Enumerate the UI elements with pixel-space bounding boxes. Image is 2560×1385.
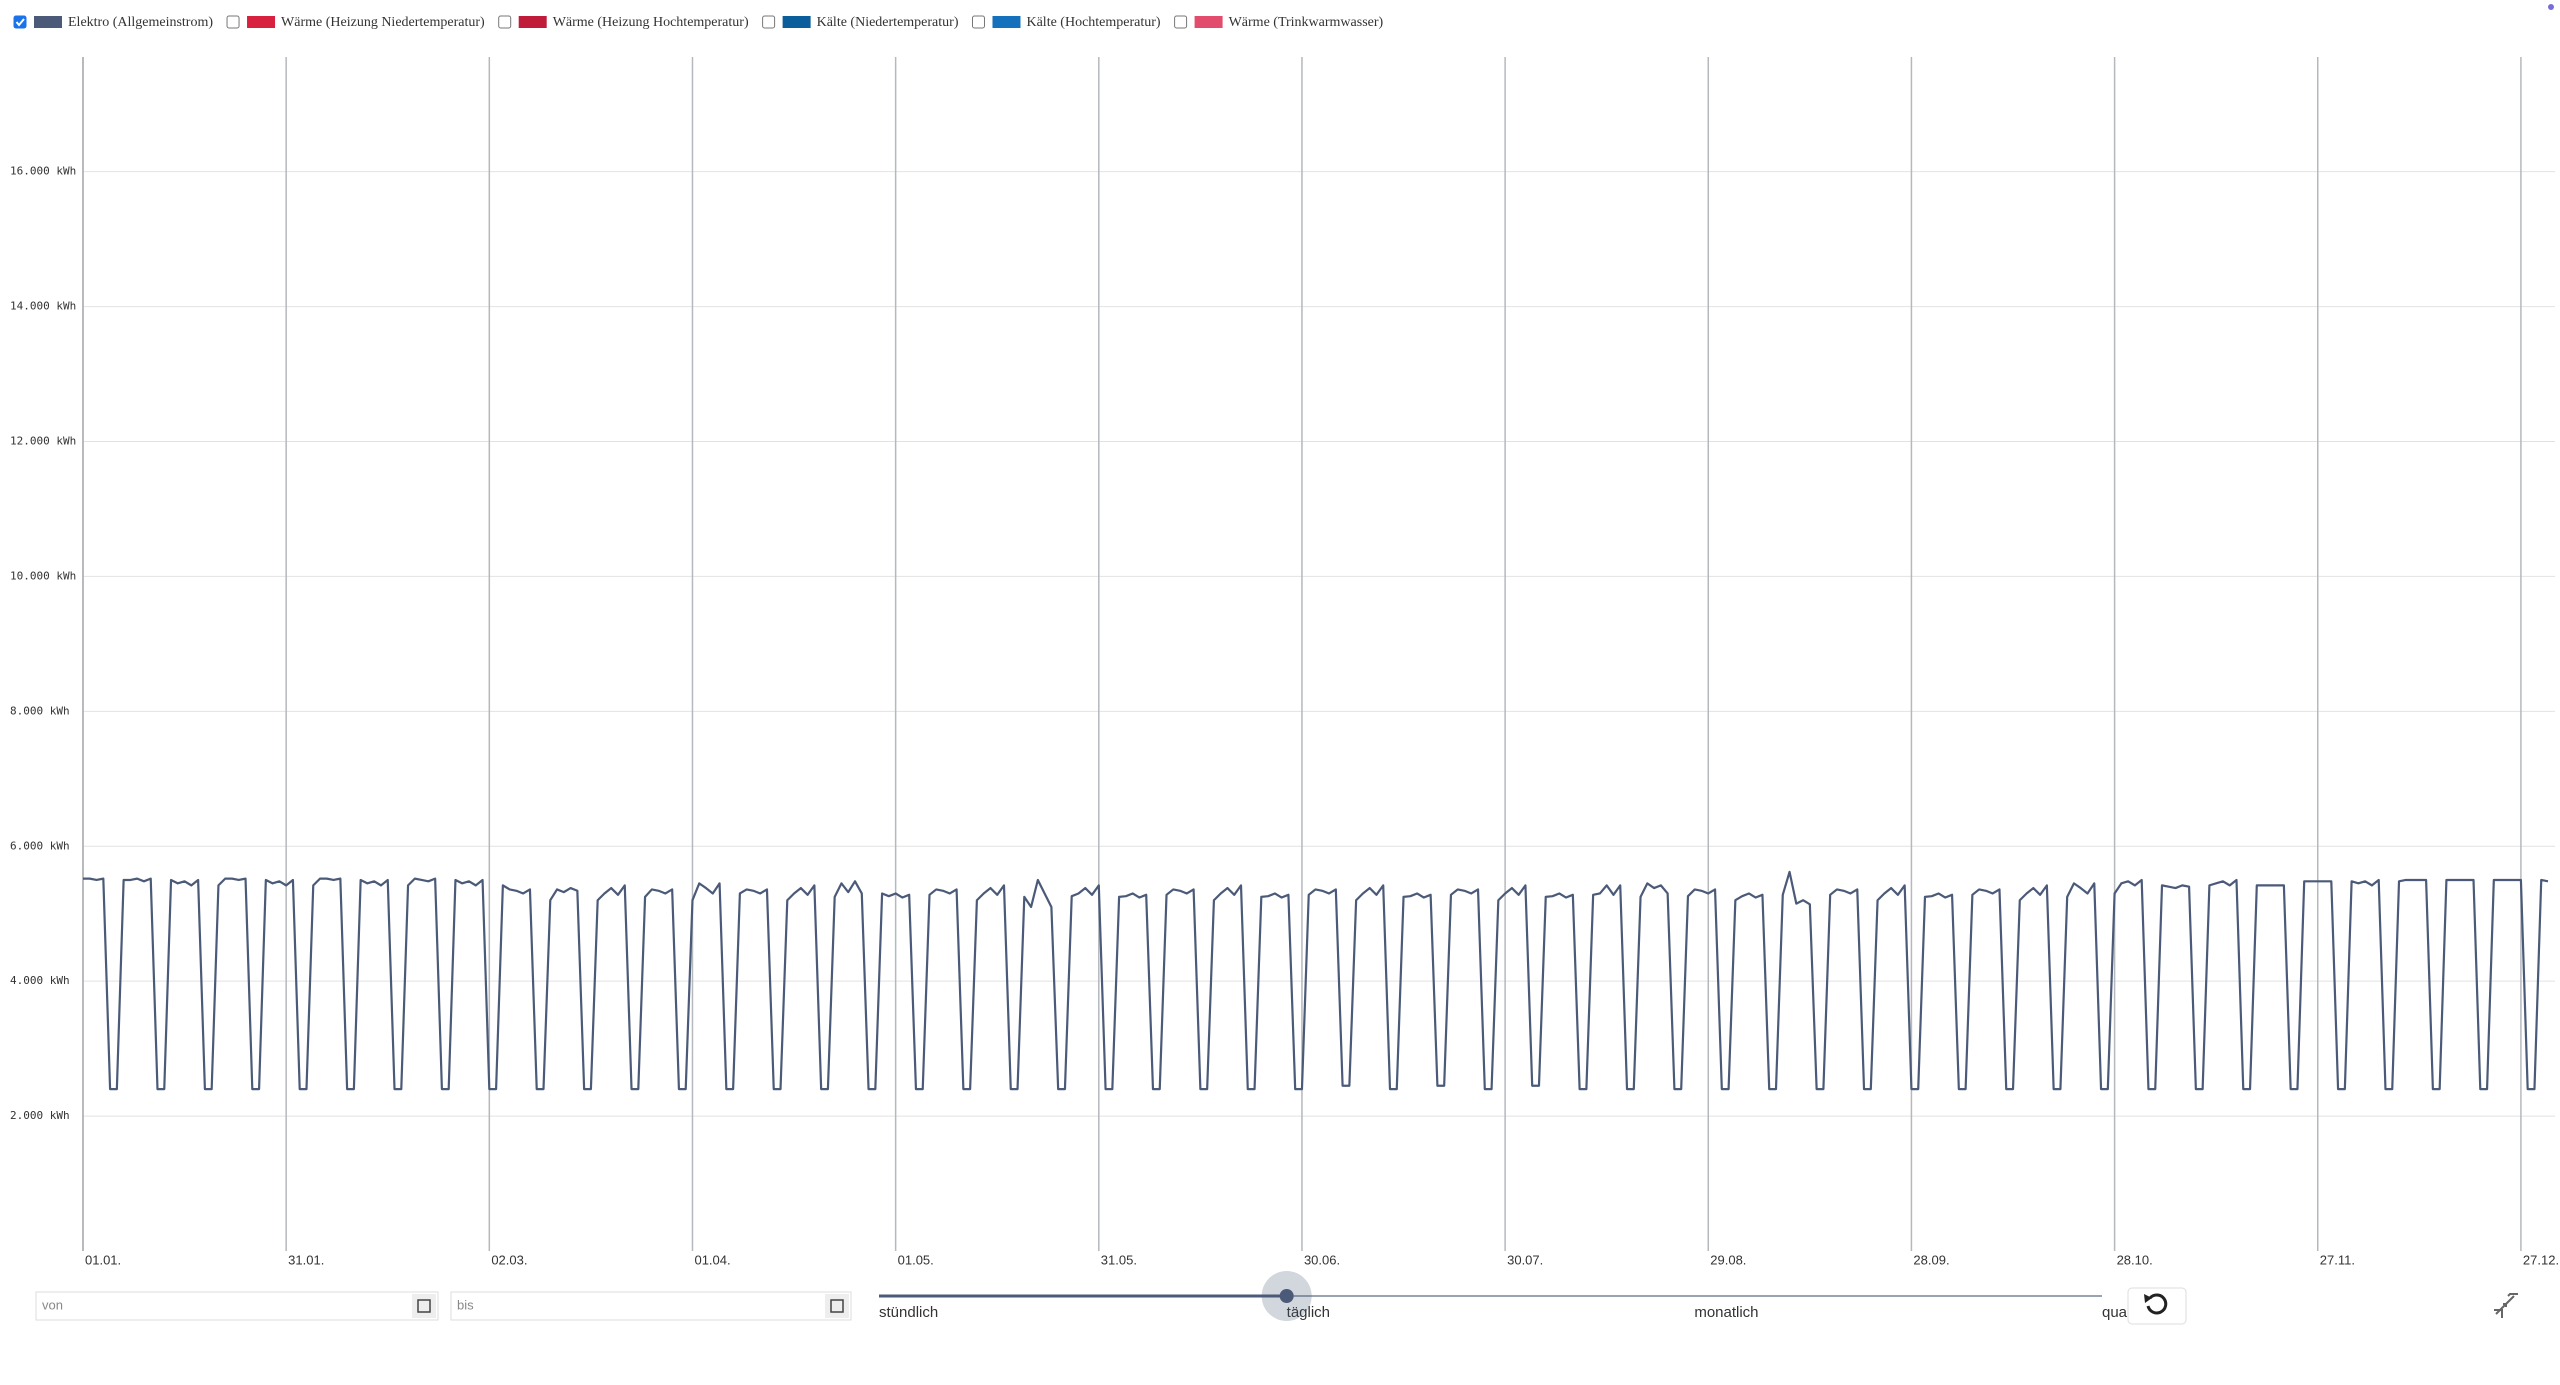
legend-checkbox[interactable] (971, 15, 985, 29)
slider-thumb[interactable] (1279, 1289, 1294, 1303)
reset-button-box[interactable] (2127, 1287, 2187, 1325)
legend-checkbox[interactable] (1174, 15, 1188, 29)
y-tick-label: 6.000 kWh (10, 839, 70, 852)
x-tick-label: 27.11. (2320, 1252, 2355, 1267)
x-tick-label: 02.03. (491, 1252, 527, 1267)
legend-swatch (247, 16, 276, 28)
to-input-box[interactable] (450, 1291, 852, 1321)
legend-checkbox[interactable] (226, 15, 240, 29)
legend-swatch (992, 16, 1021, 28)
reset-button[interactable] (2127, 1287, 2187, 1325)
legend-swatch (1194, 16, 1223, 28)
legend-checkbox[interactable] (13, 15, 27, 29)
y-tick-label: 14.000 kWh (10, 300, 76, 313)
legend-swatch (782, 16, 811, 28)
slider-label[interactable]: stündlich (879, 1304, 938, 1321)
reset-icon-arrow (2144, 1294, 2152, 1303)
y-tick-label: 12.000 kWh (10, 435, 76, 448)
y-tick-label: 8.000 kWh (10, 704, 70, 717)
slider-label[interactable]: täglich (1287, 1304, 1330, 1321)
x-tick-label: 30.07. (1507, 1252, 1543, 1267)
from-calendar-button[interactable] (412, 1294, 436, 1318)
y-tick-label: 16.000 kWh (10, 165, 76, 178)
x-tick-label: 31.01. (288, 1252, 324, 1267)
reset-icon (2146, 1293, 2168, 1315)
y-tick-label: 4.000 kWh (10, 974, 70, 987)
legend-label[interactable]: Kälte (Niedertemperatur) (817, 15, 959, 30)
legend-label[interactable]: Wärme (Heizung Niedertemperatur) (281, 15, 485, 30)
legend-swatch (518, 16, 547, 28)
y-tick-label: 2.000 kWh (10, 1109, 70, 1122)
calendar-icon (830, 1299, 844, 1313)
checkmark (15, 18, 25, 27)
x-tick-label: 28.09. (1913, 1252, 1949, 1267)
x-tick-label: 01.05. (898, 1252, 934, 1267)
legend-checkbox[interactable] (762, 15, 776, 29)
to-calendar-button[interactable] (825, 1294, 849, 1318)
collapse-icon[interactable] (2494, 1293, 2518, 1318)
x-tick-label: 31.05. (1101, 1252, 1137, 1267)
from-input[interactable]: von (35, 1291, 439, 1321)
to-placeholder: bis (457, 1297, 474, 1312)
from-input-box[interactable] (35, 1291, 439, 1321)
y-tick-label: 10.000 kWh (10, 569, 76, 582)
legend-swatch (34, 16, 62, 28)
status-dot (2548, 4, 2554, 10)
slider-label[interactable]: monatlich (1694, 1304, 1758, 1321)
calendar-icon (417, 1299, 431, 1313)
to-input[interactable]: bis (450, 1291, 852, 1321)
legend-label[interactable]: Elektro (Allgemeinstrom) (68, 15, 213, 30)
x-tick-label: 27.12. (2523, 1252, 2559, 1267)
x-tick-label: 30.06. (1304, 1252, 1340, 1267)
from-placeholder: von (42, 1297, 63, 1312)
legend-label[interactable]: Kälte (Hochtemperatur) (1026, 15, 1160, 30)
collapse-button[interactable] (2494, 1293, 2518, 1318)
x-tick-label: 28.10. (2117, 1252, 2153, 1267)
slider-label[interactable]: quar (2102, 1304, 2132, 1321)
legend-label[interactable]: Wärme (Trinkwarmwasser) (1229, 15, 1384, 30)
x-tick-label: 01.04. (694, 1252, 730, 1267)
legend-label[interactable]: Wärme (Heizung Hochtemperatur) (553, 15, 749, 30)
series-line (83, 870, 2549, 1091)
legend-checkbox[interactable] (498, 15, 512, 29)
x-tick-label: 01.01. (85, 1252, 121, 1267)
x-tick-label: 29.08. (1710, 1252, 1746, 1267)
